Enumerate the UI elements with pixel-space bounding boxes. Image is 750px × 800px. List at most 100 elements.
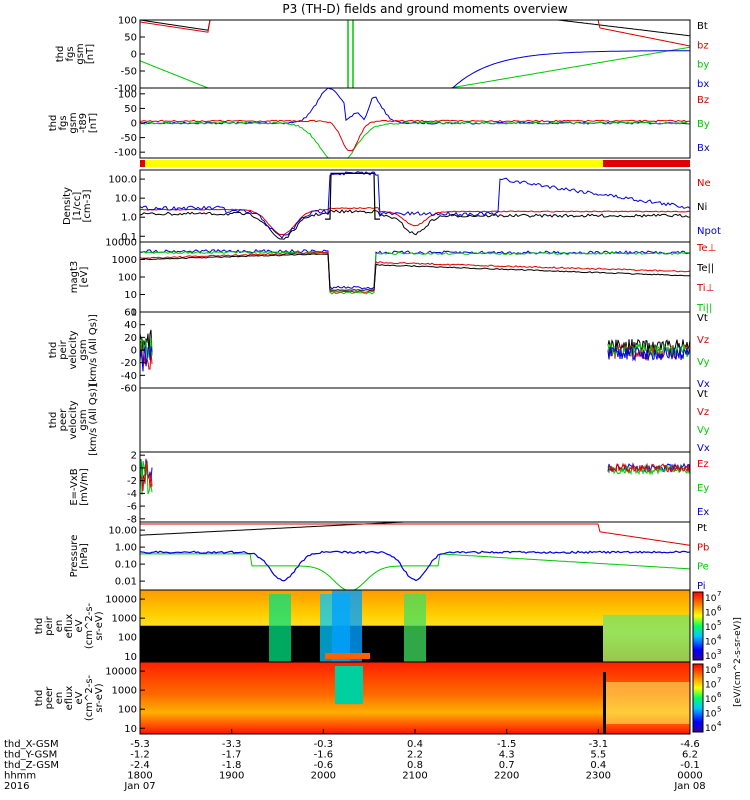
ion-spectrogram-band-1 bbox=[269, 594, 291, 662]
panel-7-ytick-label: 0 bbox=[131, 463, 137, 474]
panel-8-ytick-label: 1.00 bbox=[115, 543, 137, 554]
date-label: 2016 bbox=[4, 781, 29, 792]
trace-ni-peak bbox=[325, 172, 380, 220]
panel-7-traces bbox=[140, 458, 690, 495]
panel-9-ylabel-line: sr-eV) bbox=[94, 611, 105, 640]
panel-3-ytick-label: 1.0 bbox=[121, 213, 137, 224]
panel-7-ytick-label: -8 bbox=[127, 514, 137, 525]
panel-3: 100.0 10.0 1.0 0.1 Density [1/cc] [cm-3] Ne Ni Np… bbox=[62, 169, 721, 243]
colorbar-electrons-tick-label: 10 bbox=[705, 666, 717, 676]
panel-9-ylabel-line: thd bbox=[34, 618, 45, 635]
panel-3-ylabel: Density [1/cc] [cm-3] bbox=[62, 187, 93, 225]
legend-te-label: Te|| bbox=[696, 263, 714, 274]
legend-vy-label: Vy bbox=[697, 357, 710, 368]
colorbar-ions-tick-label: 10 bbox=[705, 623, 717, 633]
panel-6-ylabel-line: [km/s (All Qs)] bbox=[88, 384, 99, 456]
ephemeris-value: -0.1 bbox=[680, 760, 700, 771]
panel-9-ylabel-line: eV bbox=[74, 619, 85, 632]
panel-8-traces bbox=[140, 522, 690, 590]
electron-spectrogram-late bbox=[606, 682, 690, 724]
colorbar-ions-tick-label: 10 bbox=[705, 609, 717, 619]
date-label: Jan 07 bbox=[123, 781, 155, 792]
mode-bar-yellow bbox=[145, 160, 603, 167]
ephemeris-value: -2.4 bbox=[130, 760, 150, 771]
panel-1-ylabel-line: thd bbox=[55, 46, 66, 63]
panel-7-ylabel: E=-VxB [mV/m] bbox=[69, 468, 90, 506]
panel-2-ytick-label: -50 bbox=[121, 133, 137, 144]
mode-bar-red-left bbox=[140, 160, 145, 167]
panel-7-ytick-label: -4 bbox=[127, 489, 137, 500]
panel-3-ytick-label: 100.0 bbox=[108, 175, 137, 186]
colorbar-ions-tick-exponent: 6 bbox=[717, 605, 722, 613]
panel-5-ytick-label: 40 bbox=[124, 320, 137, 331]
ion-spectrogram-lowE bbox=[140, 625, 603, 662]
panel-9-ytick-label: 10 bbox=[124, 652, 137, 663]
legend-bx-label: bx bbox=[697, 79, 709, 90]
panel-8-ylabel-line: Pressure bbox=[69, 535, 80, 578]
panel-1-ytick-label: 50 bbox=[124, 33, 137, 44]
panel-2-ylabel-line: thd bbox=[48, 115, 59, 132]
panel-1-ytick-label: -100 bbox=[114, 84, 137, 95]
panel-5-ytick-label: 20 bbox=[124, 333, 137, 344]
ion-spectrogram-sheet bbox=[332, 590, 362, 662]
panel-1-ytick-label: 0 bbox=[131, 50, 137, 61]
colorbar-electrons-scale bbox=[692, 663, 704, 733]
panel-4-traces bbox=[140, 248, 690, 295]
panel-6: thd peer velocity gsm [km/s (All Qs)] Vt Vz Vy V… bbox=[48, 384, 710, 456]
legend-ey-label: Ey bbox=[697, 483, 709, 494]
ephemeris-value: 1800 bbox=[127, 771, 152, 782]
panel-8-ylabel: Pressure [nPa] bbox=[69, 535, 90, 578]
panel-1-ylabel-line: gsm bbox=[75, 43, 86, 64]
ephemeris-value: 0000 bbox=[677, 771, 702, 782]
trace-tipar bbox=[140, 251, 690, 295]
panel-5-ytick-label: -60 bbox=[121, 384, 137, 395]
legend-ez-label: Ez bbox=[697, 459, 709, 470]
legend-vz-label: Vz bbox=[697, 407, 709, 418]
panel-1-frame bbox=[139, 19, 691, 89]
ephemeris-value: 2200 bbox=[494, 771, 519, 782]
panel-9-ylabel-line: eflux bbox=[64, 614, 75, 639]
legend-ne-label: Ne bbox=[697, 178, 711, 189]
colorbar-electrons-tick-label: 10 bbox=[705, 681, 717, 691]
panel-2-ylabel-line: [nT] bbox=[88, 113, 99, 133]
ephemeris-value: -3.1 bbox=[589, 739, 609, 750]
trace-tepar bbox=[140, 253, 690, 291]
ephemeris-row-label: thd_Z-GSM bbox=[4, 760, 59, 771]
trace-vx-end bbox=[607, 346, 690, 362]
panel-7-ylabel-line: E=-VxB bbox=[69, 468, 80, 505]
legend-by-label: By bbox=[697, 119, 710, 130]
panel-2-ytick-label: -100 bbox=[114, 148, 137, 159]
panel-9-ytick-label: 1000 bbox=[112, 614, 137, 625]
trace-pi bbox=[140, 550, 690, 582]
legend-vt-label: Vt bbox=[697, 389, 708, 400]
legend-bz-label: Bz bbox=[697, 95, 709, 106]
ephemeris-value: -1.7 bbox=[222, 750, 242, 761]
panel-9-ylabel-line: peir bbox=[44, 615, 55, 635]
legend-te-label: Te⊥ bbox=[696, 243, 716, 254]
figure-title: P3 (TH-D) fields and ground moments over… bbox=[282, 2, 567, 16]
panel-2-ytick-label: 100 bbox=[118, 89, 137, 100]
panel-3-frame bbox=[139, 169, 691, 243]
panel-10-ylabel-line: en bbox=[54, 692, 65, 705]
panel-5-ytick-label: 60 bbox=[124, 308, 137, 319]
legend-ti-label: Ti|| bbox=[696, 303, 712, 314]
panel-10-ylabel: thd peer en eflux eV (cm^2-s-sr-eV) bbox=[34, 674, 105, 721]
legend-vx-label: Vx bbox=[697, 379, 710, 390]
panel-10-ytick-label: 10000 bbox=[105, 667, 137, 678]
panel-4-ytick-label: 10000 bbox=[105, 238, 137, 249]
panel-10-ytick-label: 100 bbox=[118, 705, 137, 716]
panel-3-ylabel-line: Density bbox=[62, 187, 73, 225]
trace-ez-end bbox=[607, 462, 690, 473]
panel-6-ylabel: thd peer velocity gsm [km/s (All Qs)] bbox=[48, 384, 99, 456]
panel-10-ylabel-line: (cm^2-s- bbox=[84, 674, 95, 721]
panel-1-traces bbox=[140, 20, 690, 88]
panel-4-ytick-label: 100 bbox=[118, 273, 137, 284]
panel-5-ylabel-line: peir bbox=[58, 339, 69, 359]
electron-spectrogram bbox=[140, 662, 690, 734]
panel-3-ytick-label: 0.1 bbox=[121, 232, 137, 243]
legend-vy-label: Vy bbox=[697, 425, 710, 436]
legend-vt-label: Vt bbox=[697, 313, 708, 324]
panel-10-ytick-label: 1000 bbox=[112, 686, 137, 697]
ephemeris-value: -0.3 bbox=[314, 739, 334, 750]
panel-10-traces bbox=[140, 662, 690, 734]
